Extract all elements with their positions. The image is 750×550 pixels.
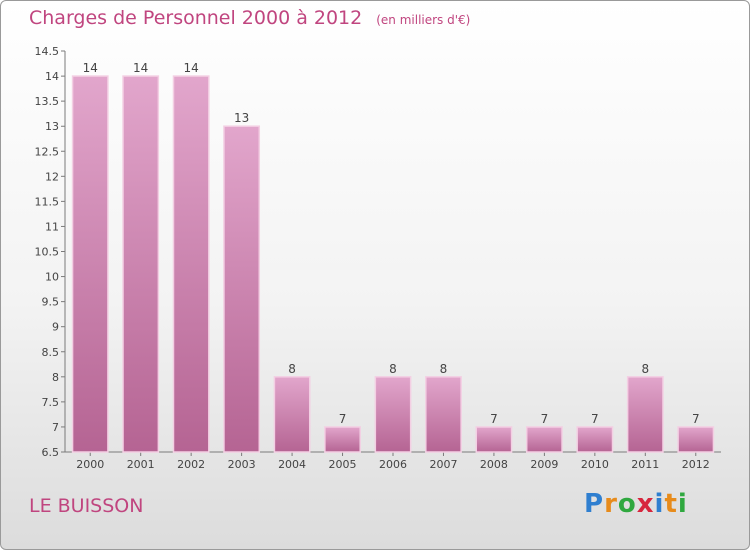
logo-letter: t — [664, 489, 678, 519]
bar-value-label: 7 — [692, 412, 700, 426]
bar-value-label: 7 — [339, 412, 347, 426]
y-tick-label: 11 — [45, 220, 59, 233]
logo-letter: P — [584, 489, 605, 519]
bar-value-label: 7 — [541, 412, 549, 426]
y-tick-label: 9 — [52, 321, 59, 334]
y-tick-label: 10.5 — [35, 246, 60, 259]
x-tick-label: 2003 — [228, 458, 256, 471]
y-tick-label: 12.5 — [35, 145, 60, 158]
proxiti-logo: Proxiti — [584, 489, 688, 519]
chart-unit: (en milliers d'€) — [376, 13, 471, 27]
bar-2008 — [475, 426, 513, 453]
logo-letter: o — [617, 489, 637, 519]
bar-value-label: 14 — [133, 61, 148, 75]
bar-2011 — [626, 376, 664, 453]
bar-value-label: 8 — [288, 362, 296, 376]
x-tick-label: 2012 — [682, 458, 710, 471]
y-tick-label: 8.5 — [42, 346, 60, 359]
bar-2004 — [273, 376, 311, 453]
y-tick-label: 7 — [52, 421, 59, 434]
bar-2001 — [122, 75, 160, 453]
x-tick-label: 2010 — [581, 458, 609, 471]
x-tick-label: 2002 — [177, 458, 205, 471]
y-tick-label: 7.5 — [42, 396, 60, 409]
bar-2000 — [71, 75, 109, 453]
chart-title-text: Charges de Personnel 2000 à 2012 — [29, 7, 363, 29]
x-tick-label: 2004 — [278, 458, 306, 471]
logo-letter: r — [604, 489, 618, 519]
x-tick-label: 2000 — [76, 458, 104, 471]
bar-value-label: 8 — [440, 362, 448, 376]
y-tick-label: 9.5 — [42, 296, 60, 309]
chart-title: Charges de Personnel 2000 à 2012 (en mill… — [29, 7, 470, 29]
x-tick-label: 2005 — [329, 458, 357, 471]
logo-letter: i — [654, 489, 665, 519]
x-tick-label: 2009 — [530, 458, 558, 471]
bar-value-label: 7 — [490, 412, 498, 426]
bar-value-label: 14 — [83, 61, 98, 75]
bar-2010 — [576, 426, 614, 453]
bar-value-label: 14 — [184, 61, 199, 75]
y-tick-label: 14 — [45, 70, 59, 83]
y-tick-label: 13.5 — [35, 95, 60, 108]
y-tick-label: 13 — [45, 120, 59, 133]
bar-2003 — [223, 125, 261, 453]
y-tick-label: 12 — [45, 170, 59, 183]
x-tick-label: 2001 — [127, 458, 155, 471]
bar-2012 — [677, 426, 715, 453]
bar-2005 — [324, 426, 361, 453]
logo-letter: x — [636, 489, 655, 519]
bar-value-label: 13 — [234, 111, 249, 125]
x-tick-label: 2011 — [631, 458, 659, 471]
location-label: LE BUISSON — [29, 495, 144, 517]
y-tick-label: 10 — [45, 271, 59, 284]
y-tick-label: 6.5 — [42, 446, 60, 459]
y-tick-label: 14.5 — [35, 45, 60, 58]
x-tick-label: 2007 — [429, 458, 457, 471]
bar-2006 — [374, 376, 412, 453]
logo-letter: i — [677, 489, 688, 519]
bar-value-label: 8 — [641, 362, 649, 376]
y-tick-label: 11.5 — [35, 195, 60, 208]
x-tick-label: 2006 — [379, 458, 407, 471]
x-tick-label: 2008 — [480, 458, 508, 471]
y-tick-label: 8 — [52, 371, 59, 384]
bar-2009 — [525, 426, 563, 453]
bar-2007 — [425, 376, 462, 453]
bar-value-label: 7 — [591, 412, 599, 426]
bar-2002 — [172, 75, 210, 453]
bar-value-label: 8 — [389, 362, 397, 376]
